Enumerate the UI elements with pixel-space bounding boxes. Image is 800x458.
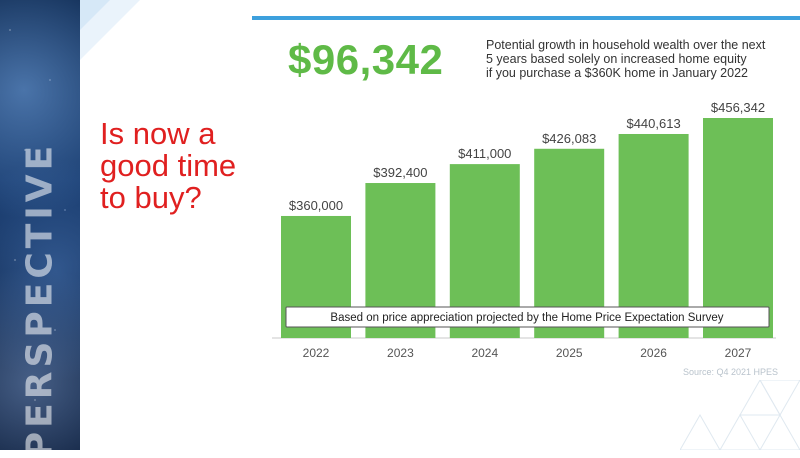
bar-2025 [534,148,605,338]
bar-value-label: $411,000 [458,146,511,161]
triangle-pattern-top [80,0,140,60]
headline: Is now a good time to buy? [100,116,237,215]
bar-value-label: $392,400 [373,165,427,180]
description-line: if you purchase a $360K home in January … [486,66,748,80]
bar-value-label: $440,613 [626,116,680,131]
source-note: Source: Q4 2021 HPES [682,367,778,377]
bar-value-label: $456,342 [711,100,765,115]
bar-2027 [703,118,773,338]
triangle-pattern-bottom [680,380,800,450]
x-tick-label: 2025 [556,346,583,360]
bar-2026 [618,133,689,338]
description-line: 5 years based solely on increased home e… [486,52,747,66]
annotation-text: Based on price appreciation projected by… [330,312,723,324]
x-tick-label: 2024 [471,346,498,360]
bar-value-label: $360,000 [289,198,343,213]
description: Potential growth in household wealth ove… [486,38,786,80]
x-tick-label: 2027 [725,346,752,360]
x-tick-label: 2026 [640,346,667,360]
side-panel: PERSPECTIVE [0,0,80,458]
star-field [0,0,80,450]
annotation-box [285,306,770,328]
accent-bar [252,16,800,20]
x-tick-label: 2023 [387,346,414,360]
bar-value-label: $426,083 [542,131,596,146]
highlight-value: $96,342 [288,36,444,83]
x-tick-label: 2022 [303,346,330,360]
description-line: Potential growth in household wealth ove… [486,38,766,52]
